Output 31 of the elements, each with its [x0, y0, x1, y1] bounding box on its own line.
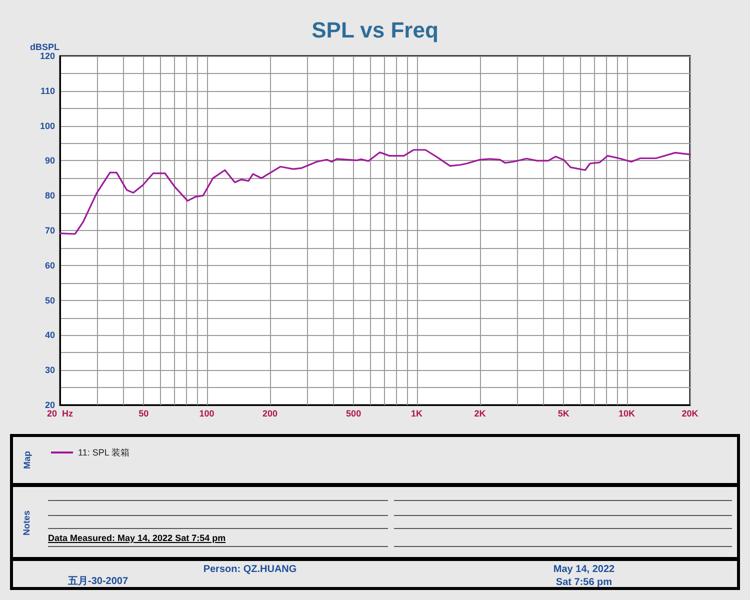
y-axis-title: dBSPL — [30, 42, 60, 52]
x-tick-label: 5K — [558, 408, 570, 418]
x-tick-label: 2K — [474, 408, 486, 418]
y-tick-label: 100 — [40, 120, 55, 131]
text: May 14, 2022 — [553, 564, 615, 574]
text: Map — [22, 451, 32, 469]
x-tick-label: 10K — [618, 408, 636, 418]
x-tick-label: 100 — [199, 408, 214, 418]
y-tick-label: 90 — [44, 156, 55, 166]
y-tick-label: 70 — [44, 226, 55, 236]
y-tick-label: 30 — [44, 365, 55, 376]
x-tick-label: 20K — [682, 408, 699, 418]
x-tick-label: 200 — [262, 408, 278, 418]
y-tick-label: 110 — [40, 86, 55, 96]
x-tick-label: 50 — [138, 408, 149, 418]
text: 五月-30-2007 — [68, 575, 128, 588]
text: Sat 7:56 pm — [556, 576, 612, 588]
y-tick-label: 80 — [44, 190, 55, 201]
text: Data Measured: May 14, 2022 Sat 7:54 pm — [48, 533, 226, 543]
y-tick-label: 40 — [44, 330, 55, 340]
x-tick-label: 500 — [346, 408, 362, 418]
text: Person: QZ.HUANG — [203, 564, 297, 574]
y-tick-label: 50 — [44, 295, 55, 306]
x-tick-label: 1K — [411, 408, 424, 418]
legend-label: 11: SPL 装箱 — [78, 448, 130, 458]
y-tick-label: 60 — [44, 260, 55, 270]
y-tick-label: 120 — [40, 51, 55, 61]
text: Notes — [22, 510, 32, 536]
y-tick-label: 20 — [44, 400, 55, 410]
x-tick-label: 20 Hz — [46, 408, 74, 418]
chart-title: SPL vs Freq — [312, 18, 438, 42]
